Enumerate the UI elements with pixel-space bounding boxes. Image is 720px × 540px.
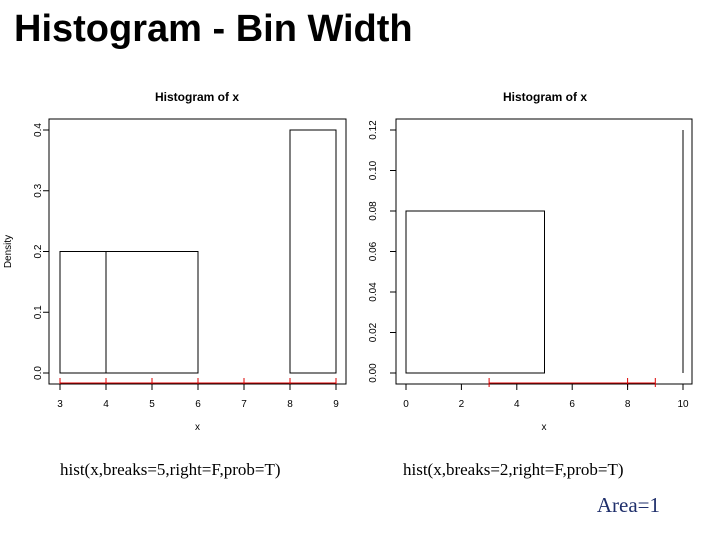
caption-right: hist(x,breaks=2,right=F,prob=T): [403, 460, 624, 479]
histogram-bar: [289, 129, 337, 374]
caption-left: hist(x,breaks=5,right=F,prob=T): [60, 460, 281, 479]
y-tick-label: 0.3: [33, 183, 44, 197]
y-tick-label: 0.06: [368, 241, 379, 261]
x-tick-label: 4: [103, 399, 109, 410]
x-tick-label: 8: [287, 399, 293, 410]
x-tick-label: 6: [569, 399, 575, 410]
x-tick-label: 4: [514, 399, 520, 410]
y-tick-label: 0.04: [368, 282, 379, 302]
x-tick-label: 10: [677, 399, 689, 410]
area-note: Area=1: [596, 493, 660, 517]
y-axis-label: Density: [3, 235, 14, 268]
x-axis-label: x: [195, 422, 200, 433]
x-tick-label: 0: [403, 399, 409, 410]
x-tick-label: 7: [241, 399, 247, 410]
y-tick-label: 0.00: [368, 363, 379, 383]
y-tick-label: 0.1: [33, 305, 44, 319]
y-tick-label: 0.12: [368, 120, 379, 140]
histogram-bar: [405, 210, 545, 374]
chart-title: Histogram of x: [503, 90, 587, 104]
x-axis-label: x: [542, 422, 547, 433]
chart-title: Histogram of x: [155, 90, 239, 104]
histogram-bar: [105, 251, 199, 374]
x-tick-label: 3: [57, 399, 63, 410]
histogram-panel-left: Histogram of x 3 4 5 6 7 8 9 0.0 0.1 0.2 0.3 0.4 x Den…: [3, 90, 347, 433]
y-tick-label: 0.10: [368, 160, 379, 180]
y-tick-label: 0.0: [33, 366, 44, 380]
x-tick-label: 2: [459, 399, 465, 410]
x-tick-label: 5: [149, 399, 155, 410]
x-tick-label: 6: [195, 399, 201, 410]
histogram-panel-right: Histogram of x 0 2 4 6 8 10 0.00 0.02 0.04 0.06 0.0…: [368, 90, 693, 433]
x-tick-label: 8: [625, 399, 631, 410]
x-tick-label: 9: [333, 399, 339, 410]
y-tick-label: 0.2: [33, 244, 44, 258]
y-tick-label: 0.08: [368, 201, 379, 221]
slide-title: Histogram - Bin Width: [14, 8, 413, 50]
y-tick-label: 0.02: [368, 322, 379, 342]
histogram-bar: [59, 251, 107, 374]
y-tick-label: 0.4: [33, 123, 44, 137]
